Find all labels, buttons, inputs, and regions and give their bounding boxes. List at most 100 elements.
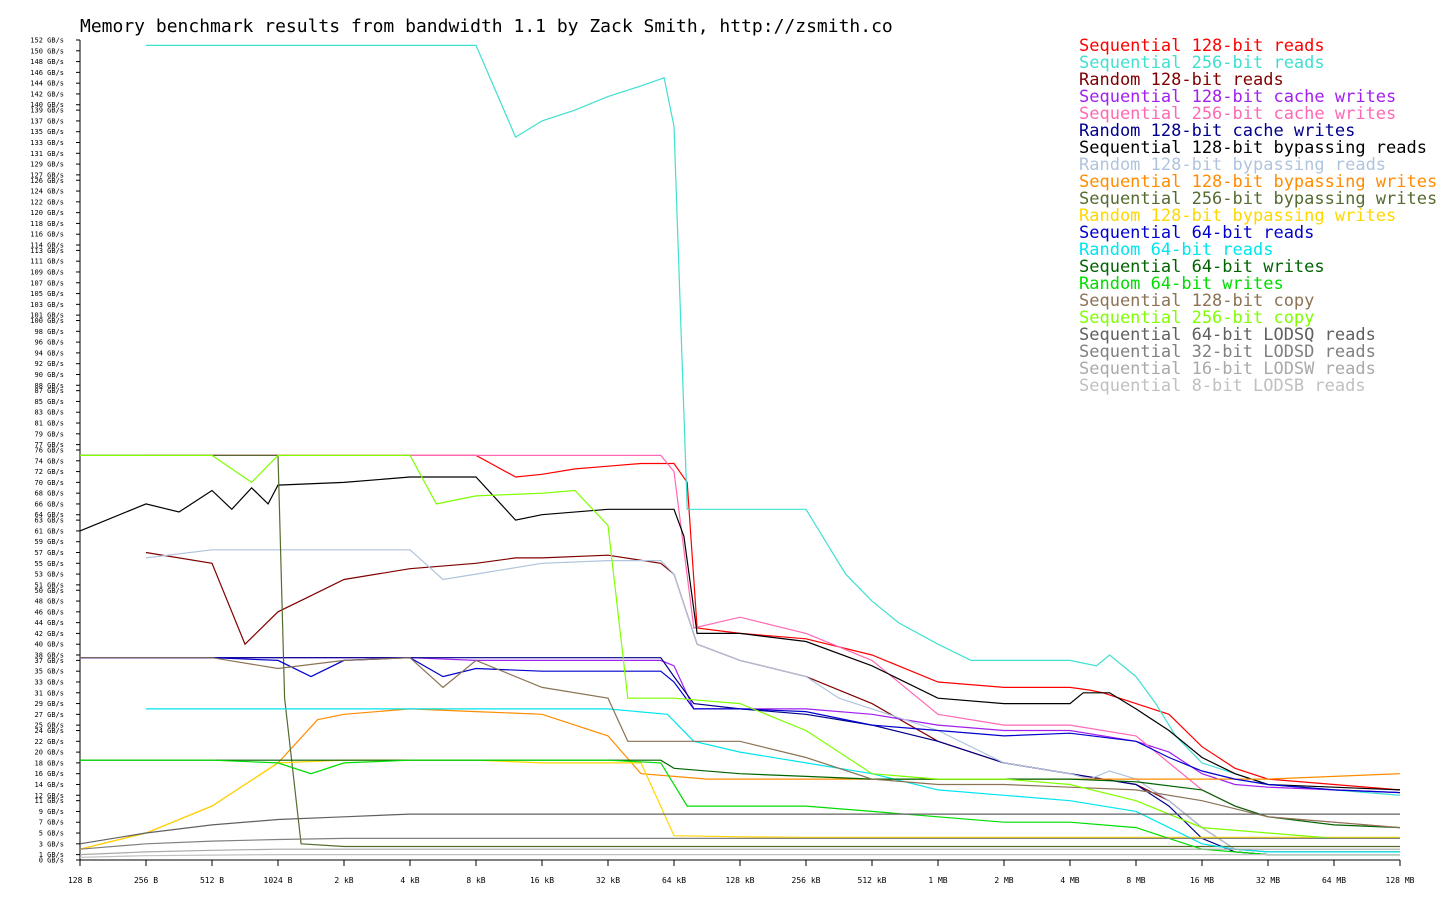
y-tick-label: 22 GB/s [34,738,64,746]
y-tick-label: 140 GB/s [30,101,64,109]
y-tick-label: 57 GB/s [34,549,64,557]
y-tick-label: 101 GB/s [30,312,64,320]
series-line-13 [146,708,1400,853]
series-line-19 [79,837,1400,850]
x-tick-label: 4 kB [400,876,419,885]
series-line-14 [80,759,1401,829]
y-tick-label: 100 GB/s [30,317,64,325]
y-tick-label: 9 GB/s [39,808,64,816]
x-tick-label: 1024 B [264,876,293,885]
legend: Sequential 128-bit reads Sequential 256-b… [1079,38,1437,395]
legend-item-5: Sequential 256-bit cache writes [1079,104,1397,124]
y-tick-label: 37 GB/s [34,657,64,665]
series-line-12 [80,657,1401,794]
y-tick-label: 98 GB/s [34,328,64,336]
x-tick-label: 8 kB [466,876,485,885]
series-lines [79,44,1401,858]
y-tick-label: 118 GB/s [30,220,64,228]
y-tick-label: 61 GB/s [34,527,64,535]
y-tick-label: 116 GB/s [30,231,64,239]
series-line-20 [79,848,1400,856]
series-line-21 [79,853,1400,858]
y-tick-label: 51 GB/s [34,581,64,589]
legend-item-1: Sequential 128-bit reads [1079,36,1325,56]
y-tick-label: 114 GB/s [30,242,64,250]
x-tick-label: 512 kB [858,876,887,885]
y-tick-label: 92 GB/s [34,360,64,368]
y-tick-label: 14 GB/s [34,781,64,789]
y-tick-label: 135 GB/s [30,128,64,136]
y-tick-label: 53 GB/s [34,571,64,579]
y-tick-label: 96 GB/s [34,339,64,347]
y-tick-label: 74 GB/s [34,457,64,465]
x-tick-label: 4 MB [1060,876,1079,885]
x-tick-label: 1 MB [928,876,947,885]
x-tick-label: 16 MB [1190,876,1214,885]
y-tick-label: 142 GB/s [30,90,64,98]
y-tick-label: 90 GB/s [34,371,64,379]
y-tick-label: 16 GB/s [34,770,64,778]
y-tick-label: 33 GB/s [34,678,64,686]
x-tick-label: 8 MB [1126,876,1145,885]
y-tick-label: 68 GB/s [34,490,64,498]
x-tick-label: 128 B [68,876,92,885]
y-tick-label: 7 GB/s [39,819,64,827]
series-line-1 [146,454,1401,791]
y-tick-label: 25 GB/s [34,722,64,730]
y-tick-label: 76 GB/s [34,447,64,455]
legend-item-10: Sequential 256-bit bypassing writes [1079,189,1438,209]
y-tick-label: 11 GB/s [34,797,64,805]
y-tick-label: 0 GB/s [39,857,64,865]
y-tick-label: 18 GB/s [34,759,64,767]
legend-item-13: Random 64-bit reads [1079,240,1274,260]
y-tick-label: 107 GB/s [30,279,64,287]
legend-item-7: Sequential 128-bit bypassing reads [1079,138,1427,158]
series-line-16 [80,657,1401,829]
x-tick-label: 64 MB [1322,876,1346,885]
y-tick-label: 27 GB/s [34,711,64,719]
x-tick-label: 2 MB [994,876,1013,885]
legend-item-14: Sequential 64-bit writes [1079,257,1325,277]
x-tick-label: 64 kB [662,876,686,885]
y-tick-label: 144 GB/s [30,80,64,88]
x-tick-label: 256 kB [792,876,821,885]
legend-item-17: Sequential 256-bit copy [1079,308,1315,328]
series-line-18 [79,813,1400,845]
y-tick-label: 48 GB/s [34,598,64,606]
y-tick-label: 126 GB/s [30,177,64,185]
y-tick-label: 111 GB/s [30,258,64,266]
x-tick-label: 256 B [134,876,158,885]
y-tick-label: 72 GB/s [34,468,64,476]
y-tick-label: 83 GB/s [34,409,64,417]
legend-item-2: Sequential 256-bit reads [1079,53,1325,73]
x-tick-label: 128 MB [1386,876,1415,885]
y-tick-label: 38 GB/s [34,652,64,660]
y-tick-label: 31 GB/s [34,689,64,697]
y-tick-label: 50 GB/s [34,587,64,595]
y-tick-label: 24 GB/s [34,727,64,735]
y-tick-label: 129 GB/s [30,161,64,169]
y-tick-label: 146 GB/s [30,69,64,77]
y-tick-label: 113 GB/s [30,247,64,255]
series-line-3 [145,551,1400,853]
x-tick-label: 2 kB [334,876,353,885]
legend-item-8: Random 128-bit bypassing reads [1079,155,1387,175]
y-tick-label: 5 GB/s [39,830,64,838]
series-line-2 [146,44,1401,796]
legend-item-21: Sequential 8-bit LODSB reads [1079,376,1366,396]
y-tick-label: 87 GB/s [34,387,64,395]
y-tick-label: 79 GB/s [34,430,64,438]
legend-item-9: Sequential 128-bit bypassing writes [1079,172,1438,192]
y-tick-label: 131 GB/s [30,150,64,158]
y-tick-label: 77 GB/s [34,441,64,449]
legend-item-12: Sequential 64-bit reads [1079,223,1315,243]
legend-item-15: Random 64-bit writes [1079,274,1284,294]
y-tick-label: 12 GB/s [34,792,64,800]
legend-item-16: Sequential 128-bit copy [1079,291,1315,311]
y-tick-label: 150 GB/s [30,47,64,55]
x-axis-ticks: 128 B 256 B 512 B 1024 B 2 kB 4 kB 8 kB 16 kB 32… [68,860,1415,885]
series-line-11 [79,759,1400,850]
y-tick-label: 20 GB/s [34,749,64,757]
y-tick-label: 85 GB/s [34,398,64,406]
